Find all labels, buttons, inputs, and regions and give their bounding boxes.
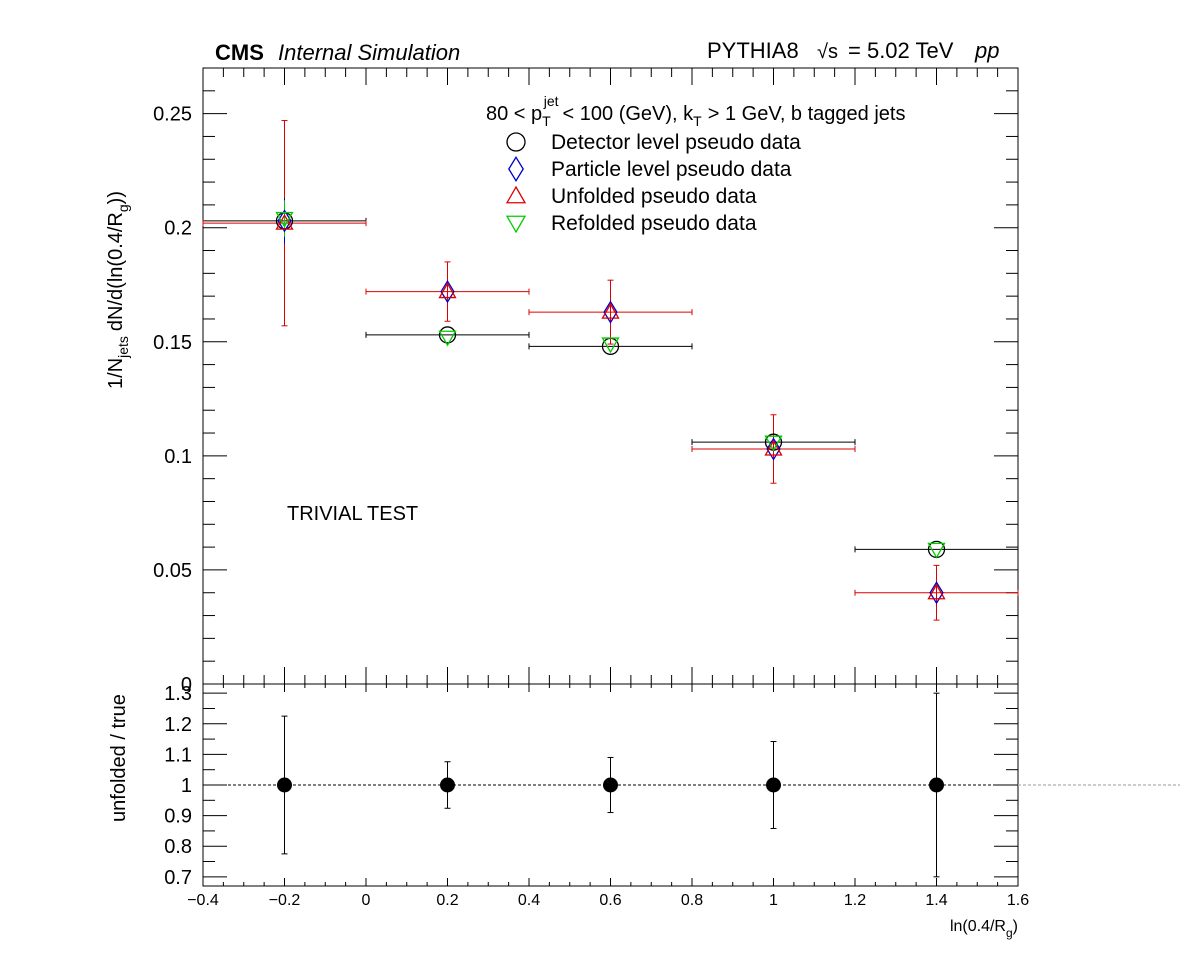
ratio-axis-ticks [202,684,1019,886]
y-tick-label: 0.05 [153,560,192,582]
cuts-p-sup: jet [543,93,559,109]
x-title-part-b: ) [1013,918,1018,935]
collision-label: pp [974,38,999,63]
data-point-triangle-down [927,542,946,559]
legend-label: Particle level pseudo data [551,158,792,181]
trivial-test-label: TRIVIAL TEST [287,503,418,525]
data-point-triangle-up [601,302,620,319]
ratio-data-point [440,777,455,793]
x-tick-label: −0.4 [187,892,219,909]
data-point-triangle-down [601,337,620,354]
cuts-label: 80 < pTjet< 100 (GeV), kT > 1 GeV, b tagg… [486,93,905,129]
top-data-points [202,119,1019,621]
legend-marker-triangle-up [505,185,527,204]
legend-marker-triangle-down [505,215,527,234]
y-title-part-a: 1/N [105,358,127,389]
x-title-sub: g [1006,926,1013,940]
y-title-sub-a: jets [115,336,131,359]
cuts-mid: < 100 (GeV), k [563,103,695,125]
cuts-k-sub: T [693,113,702,129]
sqrt-s-symbol: √s [817,41,838,63]
x-tick-label: 1.6 [1007,892,1029,909]
data-point-triangle-down [764,435,783,452]
y-tick-label: 0.1 [164,446,192,468]
ratio-y-axis-title: unfolded / true [108,694,130,822]
y-title-part-c: )) [105,191,127,204]
legend-label: Detector level pseudo data [551,131,801,154]
x-tick-label: 1 [769,892,778,909]
x-tick-label: 0 [362,892,371,909]
data-point-triangle-down [275,211,294,228]
legend-label: Unfolded pseudo data [551,185,757,208]
svg-text:1/NjetsdN/d(ln(0.4/Rg)): 1/Njets dN/d(ln(0.4/Rg)) [105,191,131,389]
data-point-diamond [929,581,944,605]
y-tick-label: 0.25 [153,104,192,126]
data-point-diamond [766,437,781,461]
status-label: Internal Simulation [278,40,460,65]
cms-label: CMS [215,40,264,65]
x-axis-title: ln(0.4/Rg) [950,918,1018,940]
data-point-triangle-down [438,330,457,347]
y-tick-label: 1.1 [164,744,192,766]
x-tick-label: 0.8 [681,892,703,909]
top-y-tick-labels: 0 0.05 0.1 0.15 0.2 0.25 [153,104,192,696]
legend-label: Refolded pseudo data [551,212,757,235]
ratio-data-points [277,692,944,878]
data-point-triangle-up [927,583,946,600]
generator-label: PYTHIA8 [707,38,799,63]
x-tick-label: 1.4 [925,892,947,909]
data-point-diamond [440,279,455,304]
energy-label: = 5.02 TeV [848,38,954,63]
data-point-diamond [603,300,618,324]
data-point-triangle-up [275,213,294,230]
data-point-diamond [277,209,292,233]
legend-marker-circle [506,132,526,152]
x-tick-label: 1.2 [844,892,866,909]
y-tick-label: 1.2 [164,714,192,736]
ratio-y-tick-labels: 0.7 0.8 0.9 1 1.1 1.2 1.3 [164,683,192,889]
y-title-part-b: dN/d(ln(0.4/R [105,212,127,331]
ratio-data-point [929,777,944,793]
cuts-suffix: > 1 GeV, b tagged jets [708,103,906,125]
y-tick-label: 0.15 [153,332,192,354]
data-point-triangle-up [438,282,457,299]
y-tick-label: 1 [181,775,192,797]
x-tick-label: −0.2 [269,892,301,909]
y-tick-label: 0.9 [164,806,192,828]
x-tick-label: 0.2 [436,892,458,909]
y-tick-label: 1.3 [164,683,192,705]
ratio-data-point [277,777,292,793]
legend: Detector level pseudo data Particle level… [505,131,801,235]
x-tick-labels: −0.4 −0.2 0 0.2 0.4 0.6 0.8 1 1.2 1.4 1.6 [187,892,1029,909]
y-tick-label: 0 [181,674,192,696]
x-tick-label: 0.6 [599,892,621,909]
cuts-prefix: 80 < p [486,103,542,125]
data-point-triangle-up [764,439,783,456]
data-point-circle [438,326,457,344]
y-title-sub-b: g [115,204,131,212]
cuts-p-sub: T [542,113,551,129]
y-tick-label: 0.7 [164,867,192,889]
ratio-data-point [603,777,618,793]
x-tick-label: 0.4 [518,892,540,909]
legend-marker-diamond [508,156,524,182]
x-title-part-a: ln(0.4/R [950,918,1006,935]
y-tick-label: 0.2 [164,218,192,240]
ratio-data-point [766,777,781,793]
top-y-axis-title: 1/Njets dN/d(ln(0.4/Rg)) [105,191,131,389]
y-tick-label: 0.8 [164,836,192,858]
